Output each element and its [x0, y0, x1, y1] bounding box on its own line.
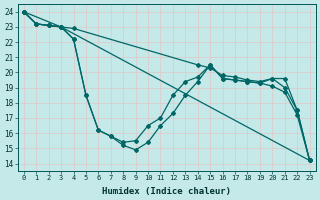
X-axis label: Humidex (Indice chaleur): Humidex (Indice chaleur) [102, 187, 231, 196]
